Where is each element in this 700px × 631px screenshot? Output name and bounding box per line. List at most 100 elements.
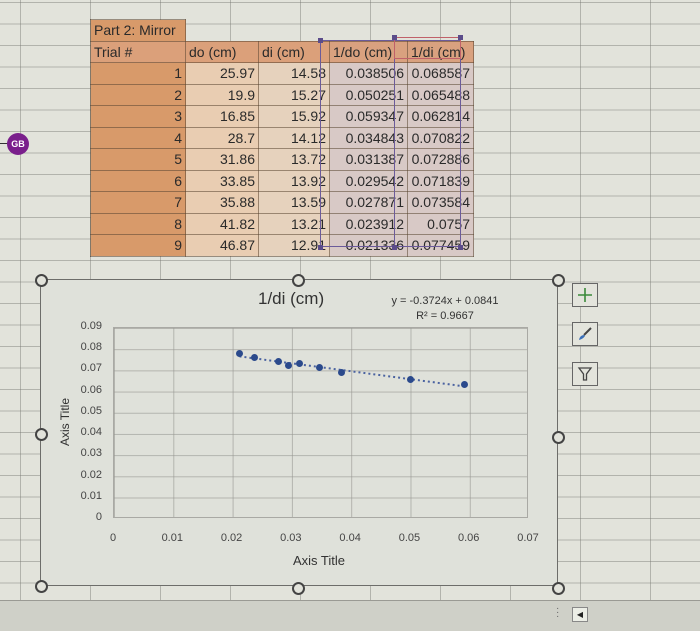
cell-di[interactable]: 14.12 bbox=[258, 126, 330, 149]
cell-inv-do[interactable]: 0.038506 bbox=[329, 62, 408, 85]
chart-filters-button[interactable] bbox=[572, 362, 598, 386]
cell-inv-do[interactable]: 0.050251 bbox=[329, 83, 408, 106]
y-tick-label: 0.04 bbox=[80, 426, 102, 439]
table-title-cell[interactable]: Part 2: Mirror bbox=[90, 19, 186, 42]
resize-handle-top[interactable] bbox=[292, 274, 305, 287]
header-inv-do[interactable]: 1/do (cm) bbox=[329, 40, 408, 63]
data-point[interactable] bbox=[251, 353, 259, 361]
paintbrush-icon bbox=[579, 327, 592, 340]
selection-handle[interactable] bbox=[392, 35, 397, 40]
resize-handle-top-right[interactable] bbox=[552, 274, 565, 287]
cell-inv-do[interactable]: 0.031387 bbox=[329, 148, 408, 171]
cell-di[interactable]: 12.91 bbox=[258, 234, 330, 257]
data-point[interactable] bbox=[274, 358, 282, 366]
filter-icon bbox=[577, 367, 593, 381]
data-point[interactable] bbox=[284, 362, 292, 370]
cell-di[interactable]: 15.92 bbox=[258, 105, 330, 128]
plot-area[interactable] bbox=[113, 327, 528, 518]
cell-inv-di[interactable]: 0.0757 bbox=[407, 212, 474, 235]
y-axis-title[interactable]: Axis Title bbox=[58, 398, 72, 447]
cell-do[interactable]: 19.9 bbox=[185, 83, 259, 106]
cell-inv-do[interactable]: 0.027871 bbox=[329, 191, 408, 214]
avatar-initials: GB bbox=[11, 139, 25, 149]
cell-trial[interactable]: 1 bbox=[90, 62, 186, 85]
resize-handle-top-left[interactable] bbox=[35, 274, 48, 287]
cell-di[interactable]: 13.21 bbox=[258, 212, 330, 235]
cell-trial[interactable]: 3 bbox=[90, 105, 186, 128]
cell-inv-do[interactable]: 0.029542 bbox=[329, 169, 408, 192]
table-row: 5 31.86 13.72 0.031387 0.072886 bbox=[90, 148, 474, 171]
data-point[interactable] bbox=[235, 350, 243, 358]
selection-handle[interactable] bbox=[392, 245, 397, 250]
x-axis-title[interactable]: Axis Title bbox=[293, 553, 346, 568]
y-tick-label: 0.01 bbox=[80, 489, 102, 502]
sheet-tab-bar bbox=[0, 600, 700, 631]
cell-di[interactable]: 14.58 bbox=[258, 62, 330, 85]
y-tick-label: 0.09 bbox=[80, 320, 102, 332]
cell-inv-do[interactable]: 0.059347 bbox=[329, 105, 408, 128]
cell-inv-di[interactable]: 0.068587 bbox=[407, 62, 474, 85]
selection-handle[interactable] bbox=[458, 35, 463, 40]
selection-handle[interactable] bbox=[318, 245, 323, 250]
selection-handle[interactable] bbox=[458, 245, 463, 250]
cell-di[interactable]: 15.27 bbox=[258, 83, 330, 106]
cell-di[interactable]: 13.72 bbox=[258, 148, 330, 171]
resize-handle-right[interactable] bbox=[552, 431, 565, 444]
cell-trial[interactable]: 4 bbox=[90, 126, 186, 149]
cell-do[interactable]: 41.82 bbox=[185, 212, 259, 235]
scroll-left-button[interactable]: ◀ bbox=[572, 607, 588, 622]
data-point[interactable] bbox=[295, 359, 303, 367]
y-tick-label: 0.06 bbox=[80, 383, 102, 396]
cell-inv-di[interactable]: 0.062814 bbox=[407, 105, 474, 128]
cell-do[interactable]: 25.97 bbox=[185, 62, 259, 85]
plus-icon bbox=[578, 288, 592, 302]
chart-title[interactable]: 1/di (cm) bbox=[258, 289, 325, 308]
cell-inv-do[interactable]: 0.021336 bbox=[329, 234, 408, 257]
cell-inv-di[interactable]: 0.070822 bbox=[407, 126, 474, 149]
header-di[interactable]: di (cm) bbox=[258, 40, 330, 63]
resize-handle-left[interactable] bbox=[35, 428, 48, 441]
cell-inv-do[interactable]: 0.023912 bbox=[329, 212, 408, 235]
cell-do[interactable]: 31.86 bbox=[185, 148, 259, 171]
table-row: 1 25.97 14.58 0.038506 0.068587 bbox=[90, 62, 474, 85]
user-avatar[interactable]: GB bbox=[7, 133, 29, 155]
y-tick-label: 0.03 bbox=[80, 447, 102, 460]
data-point[interactable] bbox=[337, 368, 345, 376]
header-trial[interactable]: Trial # bbox=[90, 40, 186, 63]
cell-trial[interactable]: 6 bbox=[90, 169, 186, 192]
cell-inv-di[interactable]: 0.073584 bbox=[407, 191, 474, 214]
chart-styles-button[interactable] bbox=[572, 322, 598, 346]
chart-elements-button[interactable] bbox=[572, 283, 598, 307]
data-table: Part 2: Mirror Trial # do (cm) di (cm) 1… bbox=[90, 19, 474, 257]
table-row: 8 41.82 13.21 0.023912 0.0757 bbox=[90, 212, 474, 235]
cell-trial[interactable]: 8 bbox=[90, 212, 186, 235]
selection-handle[interactable] bbox=[318, 38, 323, 43]
cell-inv-di[interactable]: 0.065488 bbox=[407, 83, 474, 106]
cell-inv-di[interactable]: 0.072886 bbox=[407, 148, 474, 171]
y-tick-label: 0.05 bbox=[80, 404, 102, 417]
x-tick-label: 0.07 bbox=[517, 532, 539, 544]
cell-trial[interactable]: 9 bbox=[90, 234, 186, 257]
cell-do[interactable]: 28.7 bbox=[185, 126, 259, 149]
data-point[interactable] bbox=[407, 375, 415, 383]
table-row: 3 16.85 15.92 0.059347 0.062814 bbox=[90, 105, 474, 128]
cell-do[interactable]: 16.85 bbox=[185, 105, 259, 128]
x-tick-label: 0.02 bbox=[220, 532, 243, 544]
data-point[interactable] bbox=[461, 381, 469, 389]
cell-inv-di[interactable]: 0.077459 bbox=[407, 234, 474, 257]
cell-trial[interactable]: 2 bbox=[90, 83, 186, 106]
cell-trial[interactable]: 7 bbox=[90, 191, 186, 214]
x-tick-label: 0 bbox=[109, 532, 117, 544]
resize-handle-bottom-right[interactable] bbox=[552, 582, 565, 595]
resize-handle-bottom-left[interactable] bbox=[35, 580, 48, 593]
trendline-label[interactable]: y = -0.3724x + 0.0841 R² = 0.9667 bbox=[390, 294, 500, 324]
header-do[interactable]: do (cm) bbox=[185, 40, 259, 63]
header-inv-di[interactable]: 1/di (cm) bbox=[407, 40, 474, 63]
data-point[interactable] bbox=[316, 364, 324, 372]
table-row: 2 19.9 15.27 0.050251 0.065488 bbox=[90, 83, 474, 106]
more-options-icon[interactable]: · · · bbox=[556, 603, 560, 622]
cell-di[interactable]: 13.92 bbox=[258, 169, 330, 192]
resize-handle-bottom[interactable] bbox=[292, 582, 305, 595]
cell-inv-do[interactable]: 0.034843 bbox=[329, 126, 408, 149]
